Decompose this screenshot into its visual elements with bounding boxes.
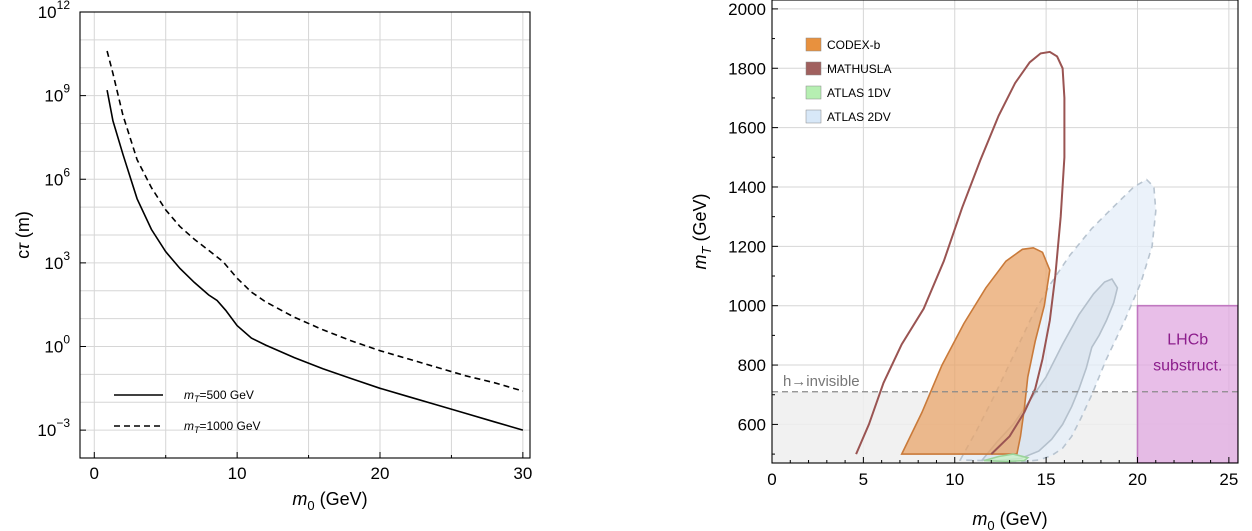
y-tick-label: 106 bbox=[44, 165, 70, 189]
tick-base: 10 bbox=[44, 87, 63, 106]
x-label-main: m bbox=[292, 489, 307, 509]
tick-exponent: 6 bbox=[63, 165, 70, 179]
tick-exponent: −3 bbox=[56, 416, 70, 430]
y-label-main: c bbox=[13, 250, 33, 259]
x-tick-label: 30 bbox=[513, 464, 532, 483]
tick-exponent: 0 bbox=[63, 333, 70, 347]
y-tick-label: 1400 bbox=[728, 178, 766, 197]
legend-sub: T bbox=[194, 394, 201, 404]
legend-label-2: MATHUSLA bbox=[827, 62, 891, 76]
y-tick-label: 103 bbox=[44, 249, 70, 273]
x-label-sub: 0 bbox=[307, 498, 314, 513]
x-tick-label: 20 bbox=[371, 464, 390, 483]
legend-label-4: ATLAS 2DV bbox=[827, 110, 891, 124]
tick-base: 10 bbox=[44, 254, 63, 273]
x-axis-label: m0 (GeV) bbox=[292, 489, 367, 513]
region-lhcb-substruct- bbox=[1136, 304, 1238, 463]
y-tick-label: 1600 bbox=[728, 119, 766, 138]
curve-mathusla bbox=[855, 50, 1066, 455]
series-line-2 bbox=[106, 50, 524, 392]
legend-rest: =1000 GeV bbox=[200, 419, 261, 433]
series-line-1 bbox=[106, 89, 524, 431]
tick-base: 10 bbox=[44, 338, 63, 357]
y-label-unit: (m) bbox=[13, 211, 33, 243]
region-atlas-2dv-inner- bbox=[980, 278, 1119, 462]
right-plot-area bbox=[772, 0, 1238, 463]
x-label-sub: 0 bbox=[987, 518, 994, 531]
legend-label-1: CODEX-b bbox=[827, 38, 881, 52]
legend-swatch-3 bbox=[805, 85, 822, 100]
legend-swatch-2 bbox=[805, 61, 822, 76]
legend-label-2: mT=1000 GeV bbox=[184, 419, 261, 435]
x-tick-label: 5 bbox=[859, 470, 868, 489]
right-chart: 0 5 10 15 20 25 600 800 1000 1200 1400 1600 1800 2000… bbox=[690, 0, 1239, 531]
x-tick-label: 25 bbox=[1219, 470, 1238, 489]
y-tick-label: 100 bbox=[44, 333, 70, 357]
tick-base: 10 bbox=[38, 3, 57, 22]
y-tick-label: 10−3 bbox=[37, 416, 70, 440]
x-label-unit: (GeV) bbox=[995, 509, 1048, 529]
y-tick-label: 2000 bbox=[728, 0, 766, 19]
y-tick-label: 1012 bbox=[38, 0, 71, 22]
x-tick-label: 0 bbox=[767, 470, 776, 489]
y-label-unit: (GeV) bbox=[690, 194, 710, 247]
x-tick-label: 10 bbox=[945, 470, 964, 489]
y-label-sub: T bbox=[699, 245, 714, 254]
x-label-unit: (GeV) bbox=[315, 489, 368, 509]
right-plot-frame bbox=[771, 0, 1239, 464]
legend-main: m bbox=[184, 388, 194, 402]
y-label-tau: τ bbox=[13, 242, 33, 250]
annotation-h-invisible: h→invisible bbox=[783, 373, 860, 390]
legend-label-3: ATLAS 1DV bbox=[827, 86, 891, 100]
y-tick-label: 800 bbox=[738, 356, 766, 375]
x-tick-label: 15 bbox=[1037, 470, 1056, 489]
y-tick-label: 109 bbox=[44, 82, 70, 106]
legend-swatch-4 bbox=[805, 109, 822, 124]
y-tick-label: 1000 bbox=[728, 297, 766, 316]
x-label-main: m bbox=[972, 509, 987, 529]
y-axis-label: mT (GeV) bbox=[690, 194, 714, 270]
region-atlas-1dv bbox=[983, 453, 1030, 463]
annotation-lhcb-1: LHCb bbox=[1167, 331, 1208, 348]
legend-sub: T bbox=[194, 425, 201, 435]
x-tick-label: 20 bbox=[1128, 470, 1147, 489]
y-axis-label: cτ (m) bbox=[13, 211, 33, 259]
y-tick-label: 1800 bbox=[728, 59, 766, 78]
tick-base: 10 bbox=[44, 170, 63, 189]
y-label-main: m bbox=[690, 254, 710, 269]
y-tick-label: 1200 bbox=[728, 237, 766, 256]
legend-swatch-1 bbox=[805, 37, 822, 52]
legend-rest: =500 GeV bbox=[200, 388, 254, 402]
x-tick-label: 10 bbox=[228, 464, 247, 483]
legend-main: m bbox=[184, 419, 194, 433]
annotation-lhcb-2: substruct. bbox=[1153, 357, 1222, 374]
legend-label-1: mT=500 GeV bbox=[184, 388, 254, 404]
left-plot-frame bbox=[79, 11, 531, 459]
y-tick-label: 600 bbox=[738, 415, 766, 434]
x-tick-label: 0 bbox=[90, 464, 99, 483]
region-codex-b bbox=[900, 246, 1051, 455]
x-axis-label: m0 (GeV) bbox=[972, 509, 1047, 531]
tick-exponent: 12 bbox=[57, 0, 71, 12]
tick-exponent: 9 bbox=[63, 82, 70, 96]
tick-base: 10 bbox=[37, 421, 56, 440]
tick-exponent: 3 bbox=[63, 249, 70, 263]
